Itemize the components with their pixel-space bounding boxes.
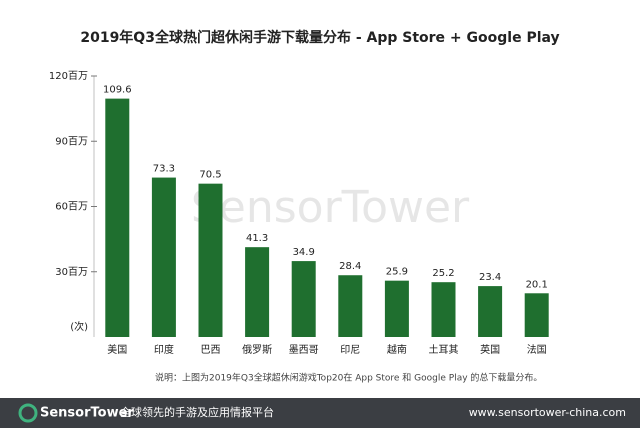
chart-title: 2019年Q3全球热门超休闲手游下载量分布 - App Store + Goog…: [80, 29, 559, 46]
y-tick-label: 30百万: [55, 266, 88, 278]
x-tick-label: 土耳其: [429, 343, 459, 356]
value-label: 70.5: [199, 170, 221, 181]
logo-icon: [18, 403, 38, 423]
value-label: 28.4: [339, 261, 361, 272]
x-tick-label: 美国: [107, 343, 127, 356]
footer-bar: [0, 398, 640, 428]
value-label: 34.9: [293, 247, 315, 258]
footer-brand: SensorTower: [40, 406, 134, 421]
x-tick-label: 墨西哥: [289, 344, 319, 356]
value-label: 23.4: [479, 272, 501, 283]
y-tick-label: 90百万: [55, 135, 88, 147]
x-tick-label: 法国: [527, 343, 547, 356]
note: 说明：上图为2019年Q3全球超休闲游戏Top20在 App Store 和 G…: [155, 372, 542, 384]
value-label: 73.3: [153, 164, 175, 175]
bar: [338, 275, 363, 337]
y-tick-label: 60百万: [55, 201, 88, 213]
value-label: 25.9: [386, 267, 408, 278]
bar: [198, 183, 223, 337]
bar: [151, 177, 176, 337]
x-tick-label: 印尼: [340, 344, 360, 356]
value-label: 41.3: [246, 233, 268, 244]
y-unit: (次): [70, 320, 88, 333]
bar: [105, 98, 130, 338]
footer-url: www.sensortower-china.com: [469, 406, 626, 419]
x-tick-label: 印度: [154, 343, 174, 356]
x-tick-label: 越南: [387, 343, 407, 356]
bar: [478, 286, 503, 337]
value-label: 109.6: [103, 85, 132, 96]
footer-slogan: 全球领先的手游及应用情报平台: [120, 405, 274, 419]
value-label: 20.1: [526, 279, 548, 290]
bar: [384, 280, 409, 337]
bar: [291, 261, 316, 337]
x-tick-label: 英国: [480, 343, 500, 356]
bar: [245, 247, 270, 337]
x-tick-label: 巴西: [201, 344, 221, 356]
bar: [524, 293, 549, 337]
watermark: SensorTower: [191, 182, 470, 233]
bar: [431, 282, 456, 337]
x-tick-label: 俄罗斯: [242, 343, 272, 356]
value-label: 25.2: [432, 268, 454, 279]
y-tick-label: 120百万: [49, 70, 88, 82]
